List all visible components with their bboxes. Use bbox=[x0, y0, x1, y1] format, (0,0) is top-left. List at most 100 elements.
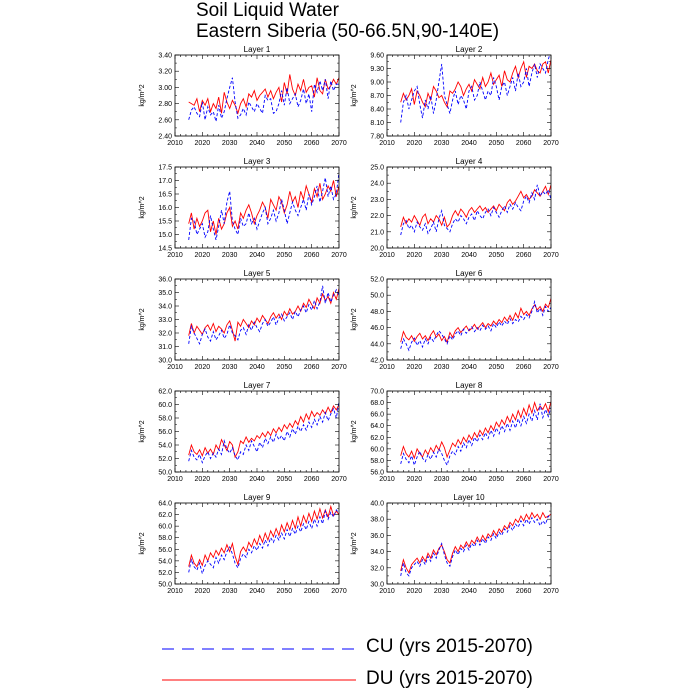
panel-title: Layer 2 bbox=[456, 45, 483, 54]
series-line-du bbox=[188, 404, 339, 459]
y-tick-label: 64.0 bbox=[158, 501, 172, 508]
y-tick-label: 2.40 bbox=[158, 134, 172, 141]
x-tick-label: 2010 bbox=[379, 364, 395, 371]
y-tick-label: 50.0 bbox=[158, 582, 172, 589]
x-tick-label: 2040 bbox=[249, 588, 265, 595]
series-line-cu bbox=[188, 509, 339, 576]
y-axis-label: kg/m^2 bbox=[351, 196, 358, 218]
y-tick-label: 20.0 bbox=[370, 246, 384, 253]
y-tick-label: 62.0 bbox=[158, 389, 172, 396]
y-tick-label: 56.0 bbox=[158, 429, 172, 436]
y-tick-label: 2.60 bbox=[158, 117, 172, 124]
x-tick-label: 2040 bbox=[249, 476, 265, 483]
y-tick-label: 31.0 bbox=[158, 344, 172, 351]
x-tick-label: 2070 bbox=[543, 364, 559, 371]
legend-swatch-cu bbox=[162, 648, 356, 650]
x-tick-label: 2020 bbox=[407, 140, 423, 147]
x-tick-label: 2010 bbox=[167, 252, 183, 259]
y-tick-label: 34.0 bbox=[370, 549, 384, 556]
plot-frame bbox=[174, 278, 340, 361]
x-tick-label: 2060 bbox=[304, 476, 320, 483]
y-tick-label: 30.0 bbox=[370, 582, 384, 589]
x-tick-label: 2020 bbox=[407, 364, 423, 371]
y-tick-label: 33.0 bbox=[158, 317, 172, 324]
y-tick-label: 9.60 bbox=[370, 53, 384, 60]
series-line-du bbox=[188, 288, 339, 342]
x-tick-label: 2040 bbox=[461, 140, 477, 147]
legend-swatch-du bbox=[162, 679, 356, 681]
plot-frame bbox=[386, 278, 552, 361]
x-tick-label: 2060 bbox=[304, 588, 320, 595]
series-line-cu bbox=[400, 403, 551, 467]
series-line-du bbox=[400, 511, 551, 574]
chart-title: Soil Liquid Water bbox=[196, 0, 339, 21]
x-tick-label: 2040 bbox=[249, 252, 265, 259]
y-tick-label: 60.0 bbox=[158, 524, 172, 531]
panel-layer-7: Layer 7 kg/m^2 2010 2020 2030 2040 2050 2060 207… bbox=[139, 381, 347, 483]
panel-layer-6: Layer 6 kg/m^2 2010 2020 2030 2040 2050 2060 207… bbox=[351, 269, 559, 371]
chart-subtitle: Eastern Siberia (50-66.5N,90-140E) bbox=[196, 21, 500, 42]
x-tick-label: 2060 bbox=[516, 140, 532, 147]
x-tick-label: 2050 bbox=[277, 140, 293, 147]
x-tick-label: 2050 bbox=[277, 364, 293, 371]
y-tick-label: 48.0 bbox=[370, 309, 384, 316]
x-tick-label: 2030 bbox=[222, 476, 238, 483]
x-tick-label: 2050 bbox=[277, 588, 293, 595]
y-tick-label: 23.0 bbox=[370, 197, 384, 204]
y-tick-label: 58.0 bbox=[158, 535, 172, 542]
x-tick-label: 2070 bbox=[331, 476, 347, 483]
series-line-cu bbox=[400, 515, 551, 577]
y-tick-label: 34.0 bbox=[158, 304, 172, 311]
panel-title: Layer 3 bbox=[244, 157, 271, 166]
y-tick-label: 17.5 bbox=[158, 165, 172, 172]
y-axis-label: kg/m^2 bbox=[351, 308, 358, 330]
x-tick-label: 2040 bbox=[461, 588, 477, 595]
x-tick-label: 2060 bbox=[304, 140, 320, 147]
y-tick-label: 2.80 bbox=[158, 101, 172, 108]
x-tick-label: 2010 bbox=[167, 140, 183, 147]
x-tick-label: 2040 bbox=[461, 476, 477, 483]
y-axis-label: kg/m^2 bbox=[351, 532, 358, 554]
series-line-du bbox=[188, 180, 339, 235]
x-tick-label: 2020 bbox=[195, 588, 211, 595]
x-tick-label: 2030 bbox=[222, 140, 238, 147]
x-tick-label: 2020 bbox=[195, 140, 211, 147]
x-tick-label: 2030 bbox=[434, 140, 450, 147]
legend-entry-du: DU (yrs 2015-2070) bbox=[160, 668, 580, 692]
x-tick-label: 2070 bbox=[331, 588, 347, 595]
y-tick-label: 62.0 bbox=[158, 512, 172, 519]
series-line-cu bbox=[400, 184, 551, 236]
y-tick-label: 36.0 bbox=[370, 533, 384, 540]
series-line-cu bbox=[188, 77, 339, 122]
series-line-du bbox=[400, 401, 551, 460]
y-axis-label: kg/m^2 bbox=[139, 196, 146, 218]
x-tick-label: 2070 bbox=[331, 252, 347, 259]
plot-frame bbox=[386, 166, 552, 249]
x-tick-label: 2050 bbox=[489, 252, 505, 259]
y-axis-label: kg/m^2 bbox=[139, 420, 146, 442]
series-line-du bbox=[400, 298, 551, 344]
y-tick-label: 16.0 bbox=[158, 205, 172, 212]
x-tick-label: 2020 bbox=[407, 588, 423, 595]
y-tick-label: 70.0 bbox=[370, 389, 384, 396]
y-tick-label: 8.70 bbox=[370, 93, 384, 100]
x-tick-label: 2060 bbox=[516, 364, 532, 371]
y-tick-label: 21.0 bbox=[370, 229, 384, 236]
series-line-du bbox=[188, 74, 339, 115]
y-axis-label: kg/m^2 bbox=[139, 84, 146, 106]
plot-frame bbox=[386, 54, 552, 137]
x-tick-label: 2060 bbox=[304, 252, 320, 259]
panel-layer-5: Layer 5 kg/m^2 2010 2020 2030 2040 2050 2060 207… bbox=[139, 269, 347, 371]
y-tick-label: 8.10 bbox=[370, 120, 384, 127]
panel-title: Layer 1 bbox=[244, 45, 271, 54]
series-line-cu bbox=[400, 55, 551, 123]
y-tick-label: 24.0 bbox=[370, 181, 384, 188]
y-tick-label: 30.0 bbox=[158, 358, 172, 365]
y-tick-label: 68.0 bbox=[370, 400, 384, 407]
y-tick-label: 52.0 bbox=[370, 277, 384, 284]
series-line-du bbox=[400, 184, 551, 228]
y-tick-label: 64.0 bbox=[370, 423, 384, 430]
legend-label-du: DU (yrs 2015-2070) bbox=[366, 668, 533, 689]
x-tick-label: 2050 bbox=[489, 364, 505, 371]
x-tick-label: 2030 bbox=[434, 588, 450, 595]
